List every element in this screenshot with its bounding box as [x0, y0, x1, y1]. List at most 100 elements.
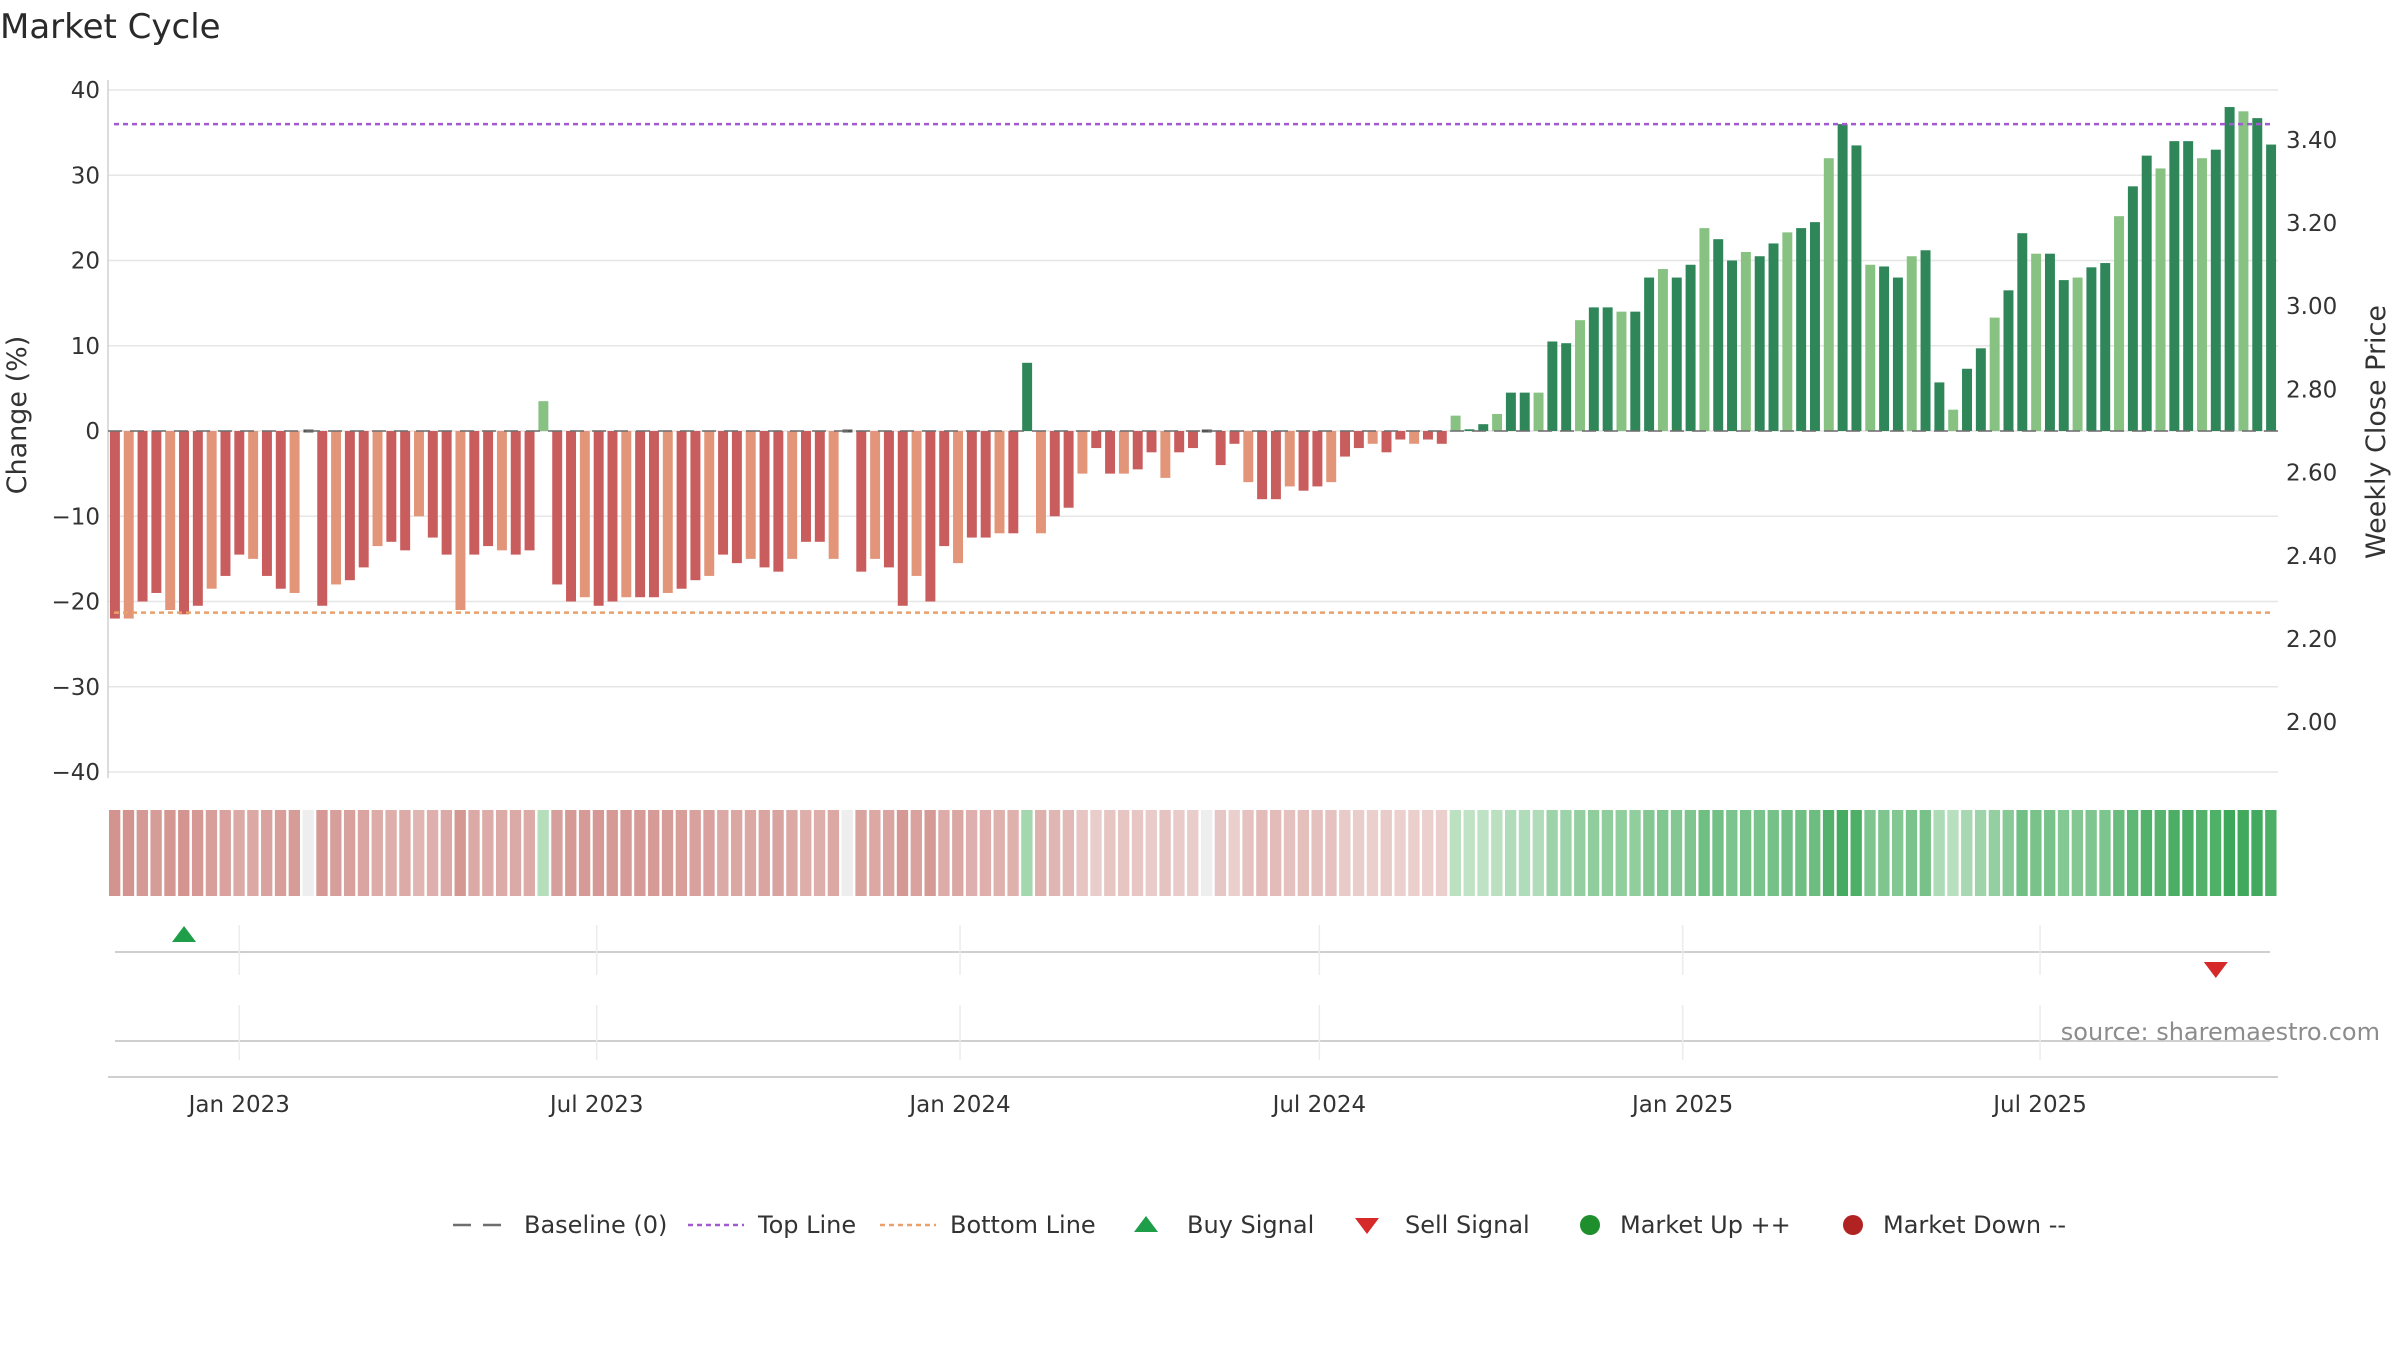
heat-cell [1270, 810, 1282, 896]
heat-cell [1574, 810, 1586, 896]
bar [662, 431, 673, 593]
bar [496, 431, 507, 551]
heat-cell [827, 810, 840, 896]
heat-cell [2251, 810, 2263, 896]
bar [801, 431, 811, 542]
bar [566, 431, 577, 602]
bar [980, 431, 991, 538]
bar [2266, 144, 2277, 431]
heat-cell [1145, 810, 1157, 896]
bar [289, 431, 300, 593]
heat-cell [1988, 810, 2001, 896]
heat-cell [1131, 810, 1144, 896]
bar [2003, 290, 2014, 431]
heat-cell [1781, 810, 1793, 896]
bar [1132, 431, 1143, 470]
bar [1284, 431, 1295, 487]
bar [1602, 307, 1613, 431]
bar [897, 431, 908, 606]
heat-cell [1753, 810, 1766, 896]
signal-panels [108, 926, 2278, 1078]
bars-series [109, 107, 2277, 619]
y2-tick-label: 2.60 [2286, 461, 2337, 487]
y-tick-label: −20 [51, 590, 100, 616]
bar [1879, 266, 1890, 431]
heat-cell [1339, 810, 1351, 896]
bar [1630, 311, 1641, 431]
bar [2017, 233, 2028, 431]
heat-cell [219, 810, 231, 896]
bar [1547, 341, 1558, 431]
heat-cell [1504, 810, 1517, 896]
bar [1616, 311, 1627, 431]
bar [1657, 269, 1668, 431]
heat-cell [1380, 810, 1392, 896]
bar [773, 431, 784, 572]
y2-axis-ticks: 3.40 3.20 3.00 2.80 2.60 2.40 2.20 2.00 [2286, 128, 2337, 736]
bar [2155, 168, 2166, 431]
bar [344, 431, 355, 581]
heat-cell [1712, 810, 1724, 896]
bar [1671, 277, 1682, 431]
heat-cell [1021, 810, 1033, 896]
bar [358, 431, 369, 568]
bar [1257, 431, 1268, 500]
bar [510, 431, 521, 555]
heat-cell [1532, 810, 1544, 896]
heat-cell [924, 810, 936, 896]
heat-cell [1242, 810, 1254, 896]
heat-cell [330, 810, 342, 896]
heat-cell [661, 810, 674, 896]
y-tick-label: 40 [71, 78, 100, 104]
y-axis-title: Change (%) [2, 336, 33, 495]
bar [2210, 149, 2221, 432]
sell-signal-marker [2203, 962, 2228, 978]
bar [2031, 253, 2042, 431]
bar [607, 431, 618, 602]
heat-cell [1352, 810, 1365, 896]
bar [275, 431, 286, 589]
heat-cell [2057, 810, 2070, 896]
heat-cell [1048, 810, 1061, 896]
heat-cell [1117, 810, 1130, 896]
bar [690, 431, 701, 581]
bar [1298, 431, 1309, 491]
heat-cell [1684, 810, 1696, 896]
heat-cell [1062, 810, 1075, 896]
heat-cell [1449, 810, 1462, 896]
heat-cell [1961, 810, 1973, 896]
heat-cell [1173, 810, 1185, 896]
bar [1823, 158, 1834, 431]
heat-cell [1726, 810, 1738, 896]
bar [1892, 277, 1903, 431]
y2-tick-label: 2.00 [2286, 710, 2337, 736]
bar [635, 431, 646, 598]
y2-tick-label: 3.20 [2286, 211, 2337, 237]
bar [317, 431, 328, 606]
heat-cell [938, 810, 950, 896]
heat-cell [717, 810, 729, 896]
bar [1865, 264, 1876, 431]
heat-cell [1698, 810, 1710, 896]
bar [2238, 111, 2249, 431]
bar [1353, 431, 1364, 449]
bar [648, 431, 659, 598]
bar [1906, 256, 1917, 431]
heat-cell [1422, 810, 1434, 896]
bar [1008, 431, 1019, 534]
heat-cell [730, 810, 743, 896]
legend-buy-swatch [1134, 1216, 1158, 1232]
bar [524, 431, 535, 551]
heat-cell [109, 810, 121, 896]
heat-cell [1366, 810, 1379, 896]
heat-cell [468, 810, 480, 896]
bar [2141, 155, 2152, 431]
heat-cell [592, 810, 605, 896]
y-tick-label: 30 [71, 163, 100, 189]
heat-cell [1546, 810, 1558, 896]
heat-cell [1795, 810, 1807, 896]
y2-tick-label: 3.40 [2286, 128, 2337, 154]
bar [1533, 392, 1544, 431]
heat-cell [191, 810, 204, 896]
